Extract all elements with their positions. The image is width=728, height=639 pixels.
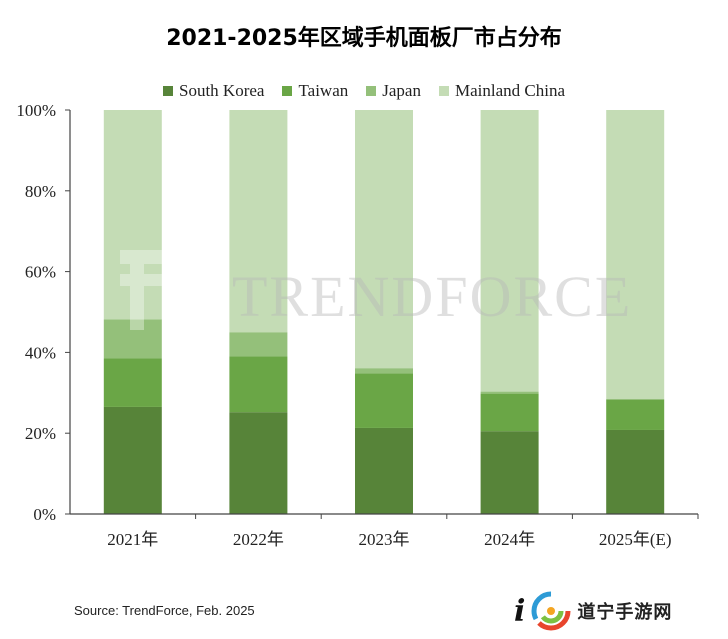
logo-site-name: 道宁手游网 [577, 602, 673, 623]
y-tick-label: 60% [25, 263, 56, 282]
legend-label: Taiwan [298, 81, 349, 100]
bar-segment [229, 110, 288, 333]
legend-label: Japan [382, 81, 421, 100]
watermark-logo-icon [120, 250, 206, 330]
bar-segment [606, 399, 665, 430]
bar-segment [606, 110, 665, 400]
y-tick-label: 0% [33, 505, 56, 524]
legend-item: Mainland China [438, 81, 565, 101]
bar-segment [229, 412, 288, 514]
bar-segment [480, 110, 539, 392]
legend-swatch [438, 86, 449, 96]
legend-label: Mainland China [454, 81, 565, 100]
y-tick-label: 20% [25, 424, 56, 443]
bar-segment [480, 431, 539, 514]
bar-segment [103, 319, 162, 359]
legend-item: South Korea [163, 81, 264, 101]
watermark-logo-bar [120, 274, 190, 286]
y-tick-label: 100% [16, 101, 56, 120]
y-tick-label: 40% [25, 343, 56, 362]
legend-swatch [282, 86, 293, 96]
bar-segment [606, 429, 665, 514]
bar-segment [103, 406, 162, 514]
x-tick-label: 2021年 [107, 530, 158, 549]
site-logo: i 道宁手游网 [514, 588, 672, 634]
bar-segment [229, 356, 288, 413]
legend-item: Taiwan [282, 81, 348, 101]
legend-item: Japan [366, 81, 421, 101]
bar-segment [103, 110, 162, 320]
source-note: Source: TrendForce, Feb. 2025 [74, 603, 255, 618]
y-tick-label: 80% [25, 182, 56, 201]
watermark-text: TRENDFORCE [232, 264, 632, 329]
legend-swatch [163, 86, 173, 96]
x-tick-label: 2024年 [484, 530, 535, 549]
legend: South Korea Taiwan Japan Mainland China [0, 81, 728, 101]
bar-segment [103, 358, 162, 407]
x-tick-label: 2022年 [233, 530, 284, 549]
chart-plot: 0% 20% 40% 60% 80% 100% 2021年 2022年 2023年 2024年 20… [16, 101, 699, 549]
x-tick-label: 2023年 [359, 530, 410, 549]
chart-title: 2021-2025年区域手机面板厂市占分布 [166, 26, 562, 51]
bar-segment [355, 368, 413, 374]
bar-segment [229, 332, 288, 357]
swirl-logo-icon [531, 591, 571, 631]
watermark-logo-bar [130, 250, 144, 330]
bar-segment [355, 110, 413, 369]
legend-swatch [366, 86, 377, 96]
legend-label: South Korea [179, 81, 265, 100]
watermark-logo-bar [120, 250, 206, 264]
logo-i-mark: i [514, 593, 526, 629]
bar-segment [480, 393, 539, 432]
bar-segment [480, 391, 539, 394]
x-tick-label: 2025年(E) [599, 530, 672, 549]
bar-segment [355, 373, 413, 428]
bar-segment [355, 427, 413, 514]
